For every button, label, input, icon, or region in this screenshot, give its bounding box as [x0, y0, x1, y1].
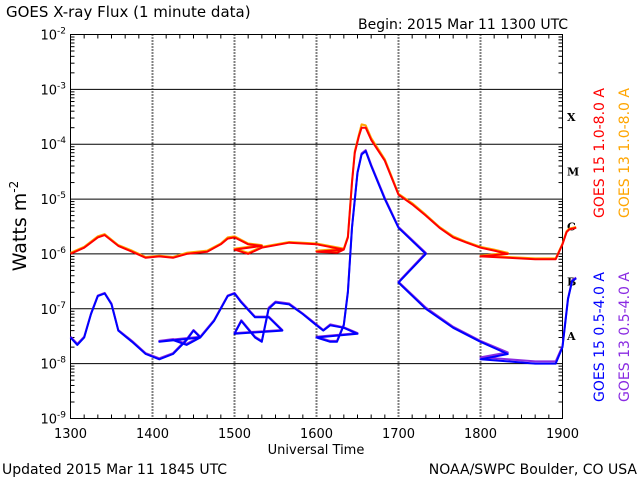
y-tick-base: 10 — [40, 83, 57, 98]
y-tick-labels: 10-910-810-710-610-510-410-310-2 — [40, 27, 66, 428]
y-tick-label: 10-4 — [40, 136, 66, 153]
x-tick-labels: 1300 1400 1500 1600 1700 1800 1900 — [54, 427, 579, 442]
x-tick-label: 1600 — [300, 427, 333, 442]
begin-label: Begin: 2015 Mar 11 1300 UTC — [358, 17, 568, 33]
y-tick-exponent: -9 — [57, 411, 66, 421]
y-tick-base: 10 — [40, 303, 57, 318]
series-line — [69, 150, 577, 365]
legend-entry: GOES 15 1.0-8.0 A — [592, 88, 608, 218]
flare-class-c: C — [567, 221, 576, 234]
y-tick-base: 10 — [40, 138, 57, 153]
y-tick-exponent: -8 — [57, 356, 66, 366]
y-tick-base: 10 — [40, 248, 57, 263]
updated-label: Updated 2015 Mar 11 1845 UTC — [2, 462, 227, 478]
y-tick-exponent: -4 — [57, 136, 66, 146]
chart-title: GOES X-ray Flux (1 minute data) — [6, 3, 251, 21]
y-tick-base: 10 — [40, 29, 57, 44]
y-tick-label: 10-8 — [40, 356, 66, 373]
x-tick-label: 1300 — [54, 427, 87, 442]
flare-class-x: X — [567, 111, 576, 124]
y-tick-exponent: -5 — [57, 191, 66, 201]
y-tick-label: 10-9 — [40, 411, 66, 428]
y-axis-label: Watts m-2 — [7, 181, 31, 272]
flare-class-m: M — [567, 166, 579, 179]
minor-ticks — [70, 34, 563, 419]
y-tick-label: 10-6 — [40, 246, 66, 263]
legend: GOES 15 1.0-8.0 A GOES 13 1.0-8.0 A GOES 1… — [592, 88, 633, 402]
x-tick-label: 1900 — [546, 427, 579, 442]
x-tick-label: 1400 — [136, 427, 169, 442]
x-tick-label: 1800 — [464, 427, 497, 442]
y-axis-label-main: Watts m — [9, 193, 31, 272]
x-tick-label: 1500 — [218, 427, 251, 442]
y-tick-exponent: -2 — [57, 27, 66, 37]
y-tick-base: 10 — [40, 358, 57, 373]
y-tick-label: 10-7 — [40, 301, 66, 318]
legend-entry: GOES 13 1.0-8.0 A — [617, 88, 633, 218]
y-tick-label: 10-3 — [40, 81, 66, 98]
y-tick-label: 10-2 — [40, 27, 66, 44]
series-line — [70, 126, 577, 261]
legend-entry: GOES 15 0.5-4.0 A — [592, 272, 608, 402]
flux-curves — [69, 123, 577, 365]
credit-label: NOAA/SWPC Boulder, CO USA — [429, 462, 638, 478]
y-tick-base: 10 — [40, 413, 57, 428]
y-tick-base: 10 — [40, 193, 57, 208]
y-axis-label-exponent: -2 — [7, 181, 21, 193]
y-tick-exponent: -3 — [57, 81, 66, 91]
y-tick-exponent: -6 — [57, 246, 66, 256]
x-tick-label: 1700 — [382, 427, 415, 442]
legend-entry: GOES 13 0.5-4.0 A — [617, 272, 633, 402]
y-tick-label: 10-5 — [40, 191, 66, 208]
vertical-gridlines — [151, 34, 482, 419]
flare-class-a: A — [566, 330, 576, 343]
x-axis-label: Universal Time — [268, 443, 365, 458]
y-tick-exponent: -7 — [57, 301, 66, 311]
